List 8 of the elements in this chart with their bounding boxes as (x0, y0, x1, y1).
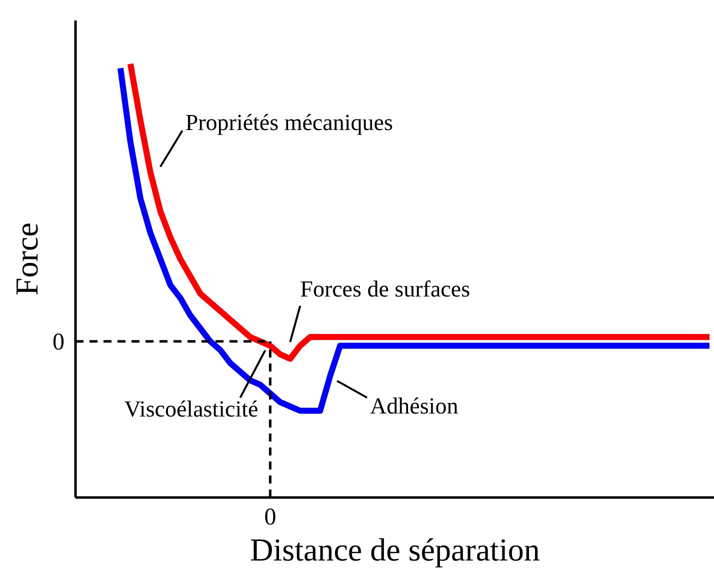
x-axis-title: Distance de séparation (250, 532, 540, 568)
annotation: Propriétés mécaniques (185, 110, 393, 135)
annotation: Adhésion (370, 393, 459, 418)
y-axis-title: Force (8, 222, 44, 296)
ref-line-label: 0 (52, 329, 64, 356)
annotation: Forces de surfaces (300, 276, 470, 302)
annotation: Viscoélasticité (124, 396, 258, 422)
text: 0 (264, 504, 276, 530)
